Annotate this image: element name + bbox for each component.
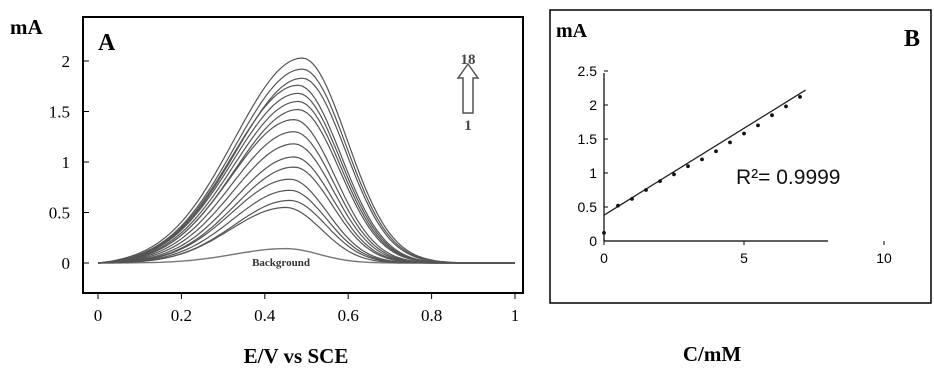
panel-b-x-tick-label: 10	[876, 250, 892, 266]
data-point	[700, 157, 704, 162]
panel-a-x-ticks: 0 0.2 0.4 0.6 0.8 1	[94, 293, 520, 325]
panel-a-x-tick-label: 0.4	[254, 306, 276, 325]
data-point	[714, 149, 718, 154]
data-point	[686, 164, 690, 169]
panel-b: mA B 00.511.522.5 051015 R²= 0.9999 C/mM	[549, 9, 932, 366]
arrow-bottom-label: 1	[464, 118, 472, 134]
data-point	[742, 131, 746, 136]
panel-a-label: A	[98, 30, 116, 56]
data-point	[630, 196, 634, 201]
panel-a-x-tick-label: 0.6	[338, 306, 359, 325]
panel-b-xlabel: C/mM	[683, 342, 741, 366]
panel-a-x-tick-label: 0	[94, 306, 103, 325]
panel-b-ylabel: mA	[556, 20, 588, 42]
panel-b-x-tick-label: 0	[600, 250, 608, 266]
panel-a-x-tick-label: 0.8	[421, 306, 442, 325]
panel-a-y-tick-label: 2	[62, 52, 71, 71]
panel-a-xlabel: E/V vs SCE	[244, 344, 349, 368]
panel-b-y-tick-label: 1	[589, 165, 597, 181]
data-point	[672, 172, 676, 177]
series-arrow: 18 1	[456, 52, 480, 134]
panel-b-points	[602, 94, 802, 235]
fit-line	[603, 89, 806, 216]
panel-a-x-tick-label: 0.2	[171, 306, 192, 325]
panel-b-y-ticks: 0 0.5 1 1.5 2 2.5	[578, 63, 608, 249]
panel-b-frame	[549, 9, 932, 304]
panel-b-x-ticks: 051015	[600, 241, 892, 266]
data-point	[728, 140, 732, 145]
data-point	[658, 179, 662, 184]
voltammogram-curve	[97, 57, 515, 264]
panel-b-y-tick-label: 2.5	[578, 63, 598, 79]
up-arrow-icon	[456, 62, 480, 114]
data-point	[756, 123, 760, 128]
arrow-top-label: 18	[461, 52, 476, 68]
panel-a-x-tick-label: 1	[511, 306, 520, 325]
data-point	[616, 203, 620, 208]
data-point	[798, 94, 802, 99]
panel-a-ylabel: mA	[10, 15, 43, 39]
data-point	[770, 113, 774, 118]
panel-b-x-tick-label: 5	[740, 250, 748, 266]
panel-b-y-tick-label: 0.5	[578, 199, 598, 215]
panel-b-fit	[603, 89, 806, 216]
data-point	[644, 188, 648, 192]
panel-b-y-tick-label: 1.5	[578, 131, 598, 147]
data-point	[784, 104, 788, 109]
panel-b-y-tick-label: 0	[589, 233, 597, 249]
panel-b-axes	[603, 73, 828, 242]
panel-b-y-tick-label: 2	[589, 97, 597, 113]
data-point	[602, 230, 606, 235]
panel-a-y-tick-label: 1	[62, 153, 71, 172]
background-label: Background	[252, 257, 310, 269]
panel-a-y-tick-label: 1.5	[49, 103, 70, 122]
panel-a-y-tick-label: 0.5	[49, 204, 70, 223]
panel-b-label: B	[904, 26, 920, 52]
panel-a-y-ticks: 0 0.5 1 1.5 2	[49, 52, 89, 273]
panel-a: mA A 0 0.5 1 1.5 2 0 0.2 0.4 0.6 0.8 1 Background…	[10, 15, 524, 368]
panel-a-y-tick-label: 0	[62, 254, 71, 273]
r-squared-annotation: R²= 0.9999	[736, 166, 841, 189]
panel-a-curves	[97, 57, 515, 264]
